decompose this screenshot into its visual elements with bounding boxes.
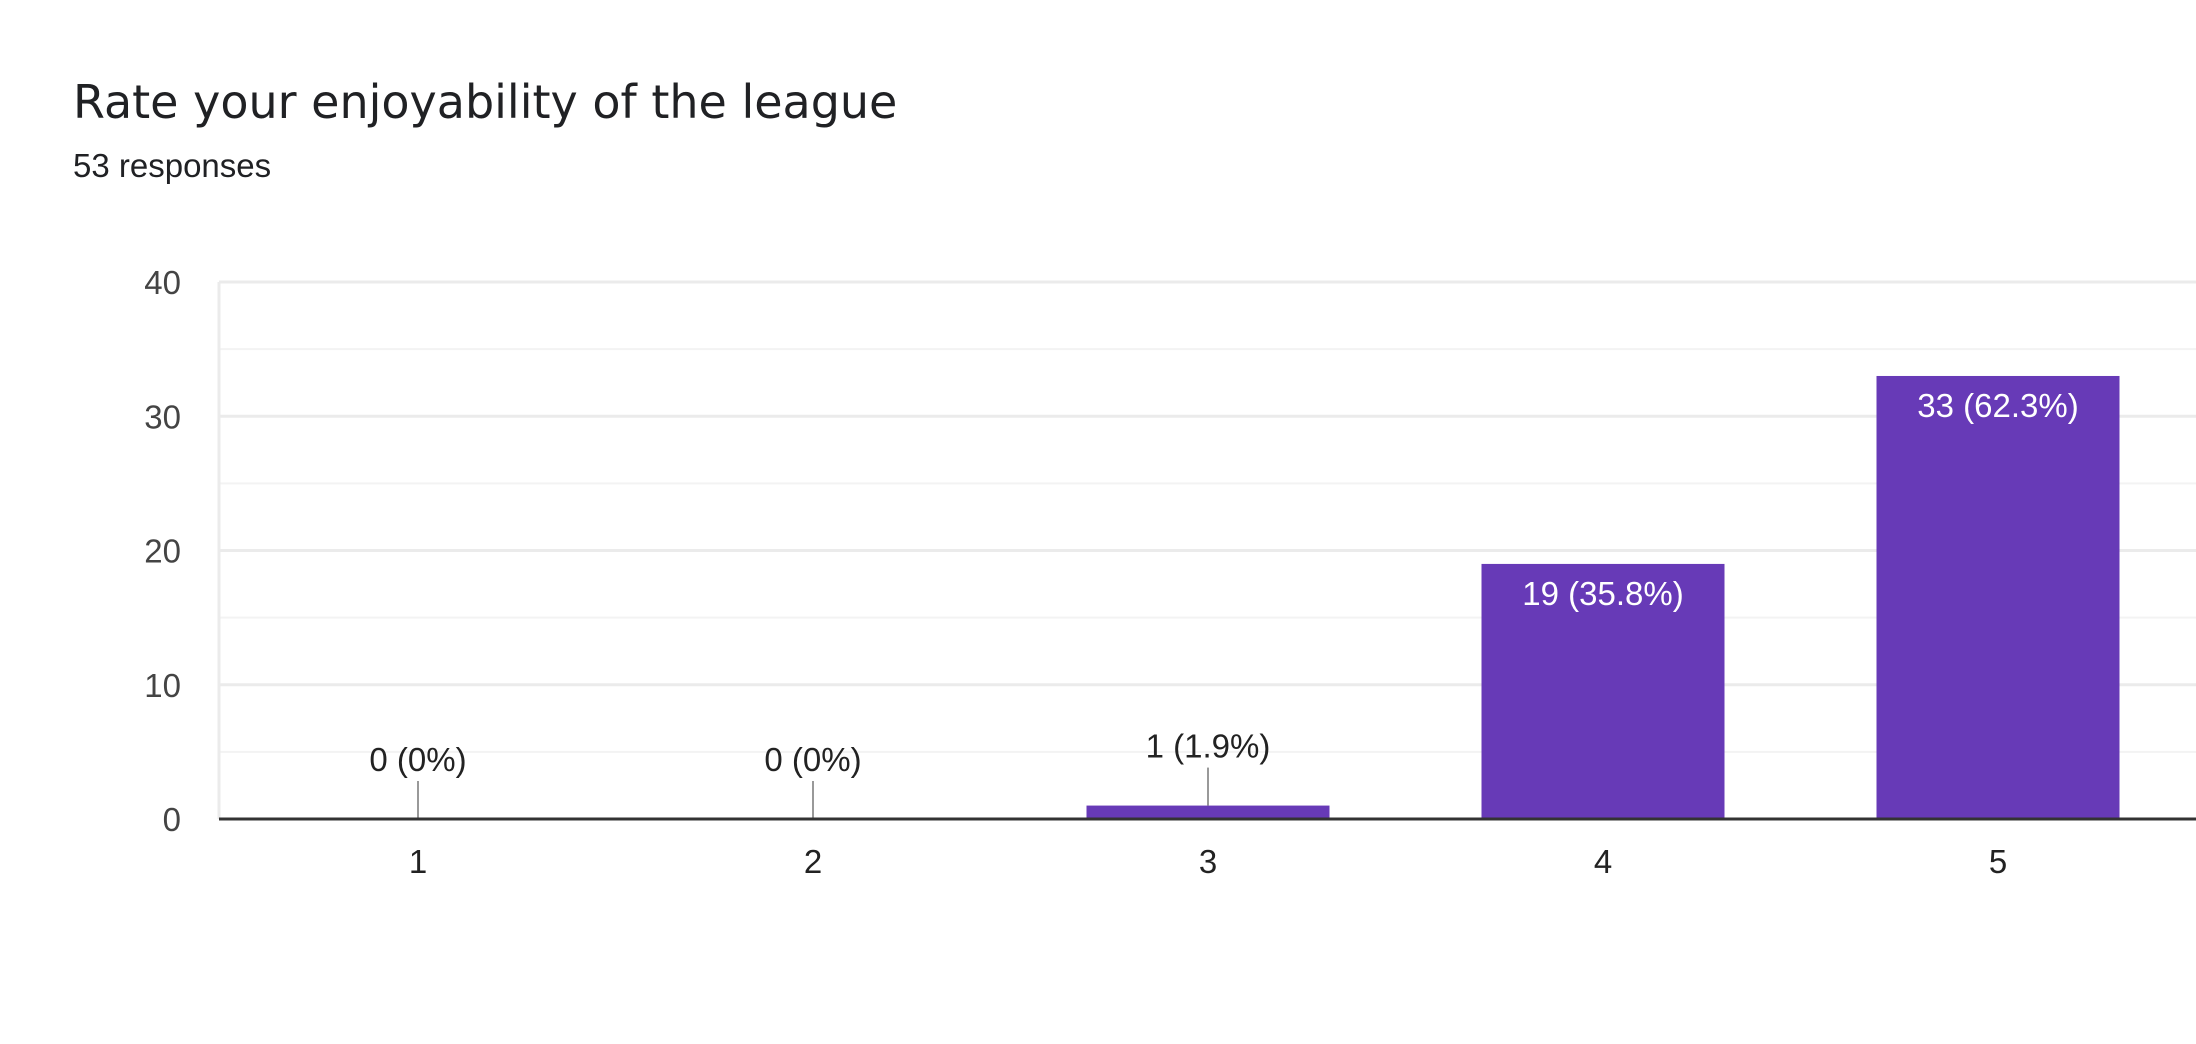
bar: [1086, 805, 1330, 819]
data-label: 33 (62.3%): [1917, 387, 2078, 424]
x-tick-label: 5: [1989, 843, 2007, 880]
y-tick-label: 10: [144, 667, 181, 704]
data-label: 0 (0%): [764, 741, 861, 778]
y-tick-label: 20: [144, 533, 181, 570]
x-tick-label: 3: [1199, 843, 1217, 880]
data-label: 1 (1.9%): [1146, 728, 1271, 765]
x-tick-label: 4: [1594, 843, 1612, 880]
y-tick-label: 0: [163, 801, 181, 838]
bar: [1481, 563, 1725, 819]
data-label: 0 (0%): [369, 741, 466, 778]
x-tick-label: 2: [804, 843, 822, 880]
x-tick-label: 1: [409, 843, 427, 880]
data-label: 19 (35.8%): [1522, 575, 1683, 612]
y-tick-label: 30: [144, 398, 181, 435]
chart-title: Rate your enjoyability of the league: [73, 75, 898, 129]
bar: [1876, 375, 2120, 819]
y-tick-label: 40: [144, 264, 181, 301]
response-count: 53 responses: [73, 147, 272, 184]
